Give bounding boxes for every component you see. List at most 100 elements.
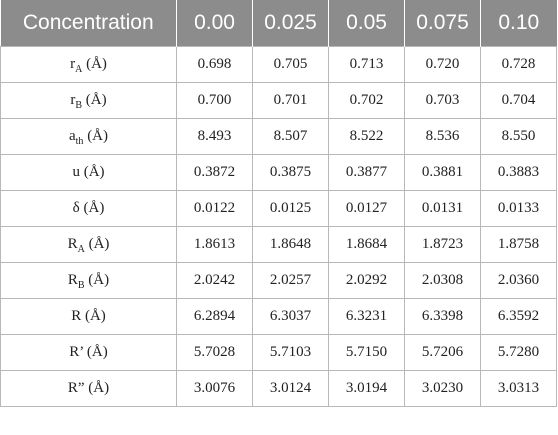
value-cell: 0.0125 <box>252 190 329 227</box>
row-label-unit: (Å) <box>82 92 107 108</box>
row-label-unit: (Å) <box>83 128 109 144</box>
row-label-symbol: R <box>67 236 78 252</box>
value-cell: 0.0131 <box>404 190 481 227</box>
table-row: ath (Å) 8.493 8.507 8.522 8.536 8.550 <box>0 118 557 155</box>
row-label-subscript: B <box>75 100 83 111</box>
value-cell: 3.0194 <box>328 370 405 407</box>
header-row: Concentration 0.00 0.025 0.05 0.075 0.10 <box>0 0 557 47</box>
row-label-unit: (Å) <box>81 308 106 324</box>
value-cell: 5.7103 <box>252 334 329 371</box>
value-cell: 5.7280 <box>480 334 557 371</box>
table-row: rA (Å) 0.698 0.705 0.713 0.720 0.728 <box>0 46 557 83</box>
value-cell: 0.704 <box>480 82 557 119</box>
row-label: δ (Å) <box>0 190 177 227</box>
value-cell: 0.3881 <box>404 154 481 191</box>
value-cell: 0.0133 <box>480 190 557 227</box>
value-cell: 8.507 <box>252 118 329 155</box>
row-label: R’ (Å) <box>0 334 177 371</box>
value-cell: 6.3592 <box>480 298 557 335</box>
value-cell: 0.0127 <box>328 190 405 227</box>
value-cell: 5.7206 <box>404 334 481 371</box>
value-cell: 1.8613 <box>176 226 253 263</box>
row-label: R (Å) <box>0 298 177 335</box>
row-label-unit: (Å) <box>83 344 108 360</box>
row-label: rB (Å) <box>0 82 177 119</box>
value-cell: 5.7150 <box>328 334 405 371</box>
row-label: R” (Å) <box>0 370 177 407</box>
value-cell: 8.493 <box>176 118 253 155</box>
table-row: R (Å) 6.2894 6.3037 6.3231 6.3398 6.3592 <box>0 298 557 335</box>
value-cell: 0.720 <box>404 46 481 83</box>
header-cell: 0.05 <box>328 0 405 47</box>
table-row: rB (Å) 0.700 0.701 0.702 0.703 0.704 <box>0 82 557 119</box>
value-cell: 0.0122 <box>176 190 253 227</box>
table-row: R’ (Å) 5.7028 5.7103 5.7150 5.7206 5.7280 <box>0 334 557 371</box>
header-cell-concentration: Concentration <box>0 0 177 47</box>
table-row: RB (Å) 2.0242 2.0257 2.0292 2.0308 2.0360 <box>0 262 557 299</box>
row-label-symbol: r <box>70 56 76 72</box>
value-cell: 3.0230 <box>404 370 481 407</box>
value-cell: 1.8758 <box>480 226 557 263</box>
header-cell: 0.00 <box>176 0 253 47</box>
table-row: δ (Å) 0.0122 0.0125 0.0127 0.0131 0.0133 <box>0 190 557 227</box>
value-cell: 6.2894 <box>176 298 253 335</box>
row-label: u (Å) <box>0 154 177 191</box>
value-cell: 3.0076 <box>176 370 253 407</box>
row-label: RB (Å) <box>0 262 177 299</box>
value-cell: 0.702 <box>328 82 405 119</box>
value-cell: 6.3037 <box>252 298 329 335</box>
data-table: Concentration 0.00 0.025 0.05 0.075 0.10… <box>0 0 557 407</box>
value-cell: 8.550 <box>480 118 557 155</box>
value-cell: 8.536 <box>404 118 481 155</box>
row-label: ath (Å) <box>0 118 177 155</box>
table-body: rA (Å) 0.698 0.705 0.713 0.720 0.728 rB (Å) 0.7… <box>0 46 557 407</box>
value-cell: 0.700 <box>176 82 253 119</box>
value-cell: 6.3231 <box>328 298 405 335</box>
value-cell: 0.728 <box>480 46 557 83</box>
row-label-unit: (Å) <box>82 56 107 72</box>
row-label-unit: (Å) <box>79 164 105 180</box>
value-cell: 0.3875 <box>252 154 329 191</box>
value-cell: 2.0257 <box>252 262 329 299</box>
value-cell: 3.0124 <box>252 370 329 407</box>
row-label-subscript: th <box>75 136 84 147</box>
row-label-symbol: R” <box>67 380 85 396</box>
row-label-symbol: a <box>68 128 76 144</box>
value-cell: 0.3877 <box>328 154 405 191</box>
row-label-symbol: δ <box>72 200 80 216</box>
row-label-symbol: R’ <box>69 344 84 360</box>
value-cell: 0.698 <box>176 46 253 83</box>
value-cell: 1.8723 <box>404 226 481 263</box>
table-row: R” (Å) 3.0076 3.0124 3.0194 3.0230 3.0313 <box>0 370 557 407</box>
value-cell: 0.3872 <box>176 154 253 191</box>
row-label: rA (Å) <box>0 46 177 83</box>
value-cell: 2.0360 <box>480 262 557 299</box>
value-cell: 0.705 <box>252 46 329 83</box>
row-label-unit: (Å) <box>84 272 110 288</box>
table-row: u (Å) 0.3872 0.3875 0.3877 0.3881 0.3883 <box>0 154 557 191</box>
row-label-subscript: A <box>75 64 83 75</box>
value-cell: 1.8684 <box>328 226 405 263</box>
value-cell: 5.7028 <box>176 334 253 371</box>
row-label-subscript: A <box>77 244 85 255</box>
row-label-symbol: R <box>67 272 78 288</box>
row-label-unit: (Å) <box>84 380 110 396</box>
value-cell: 2.0292 <box>328 262 405 299</box>
row-label-symbol: R <box>71 308 82 324</box>
value-cell: 2.0242 <box>176 262 253 299</box>
row-label-unit: (Å) <box>79 200 105 216</box>
value-cell: 3.0313 <box>480 370 557 407</box>
header-cell: 0.075 <box>404 0 481 47</box>
value-cell: 0.701 <box>252 82 329 119</box>
value-cell: 1.8648 <box>252 226 329 263</box>
value-cell: 6.3398 <box>404 298 481 335</box>
row-label-unit: (Å) <box>84 236 110 252</box>
row-label-symbol: r <box>70 92 76 108</box>
row-label-subscript: B <box>77 280 85 291</box>
value-cell: 0.713 <box>328 46 405 83</box>
header-cell: 0.025 <box>252 0 329 47</box>
row-label-symbol: u <box>72 164 80 180</box>
value-cell: 2.0308 <box>404 262 481 299</box>
table-row: RA (Å) 1.8613 1.8648 1.8684 1.8723 1.8758 <box>0 226 557 263</box>
table-header: Concentration 0.00 0.025 0.05 0.075 0.10 <box>0 0 557 47</box>
